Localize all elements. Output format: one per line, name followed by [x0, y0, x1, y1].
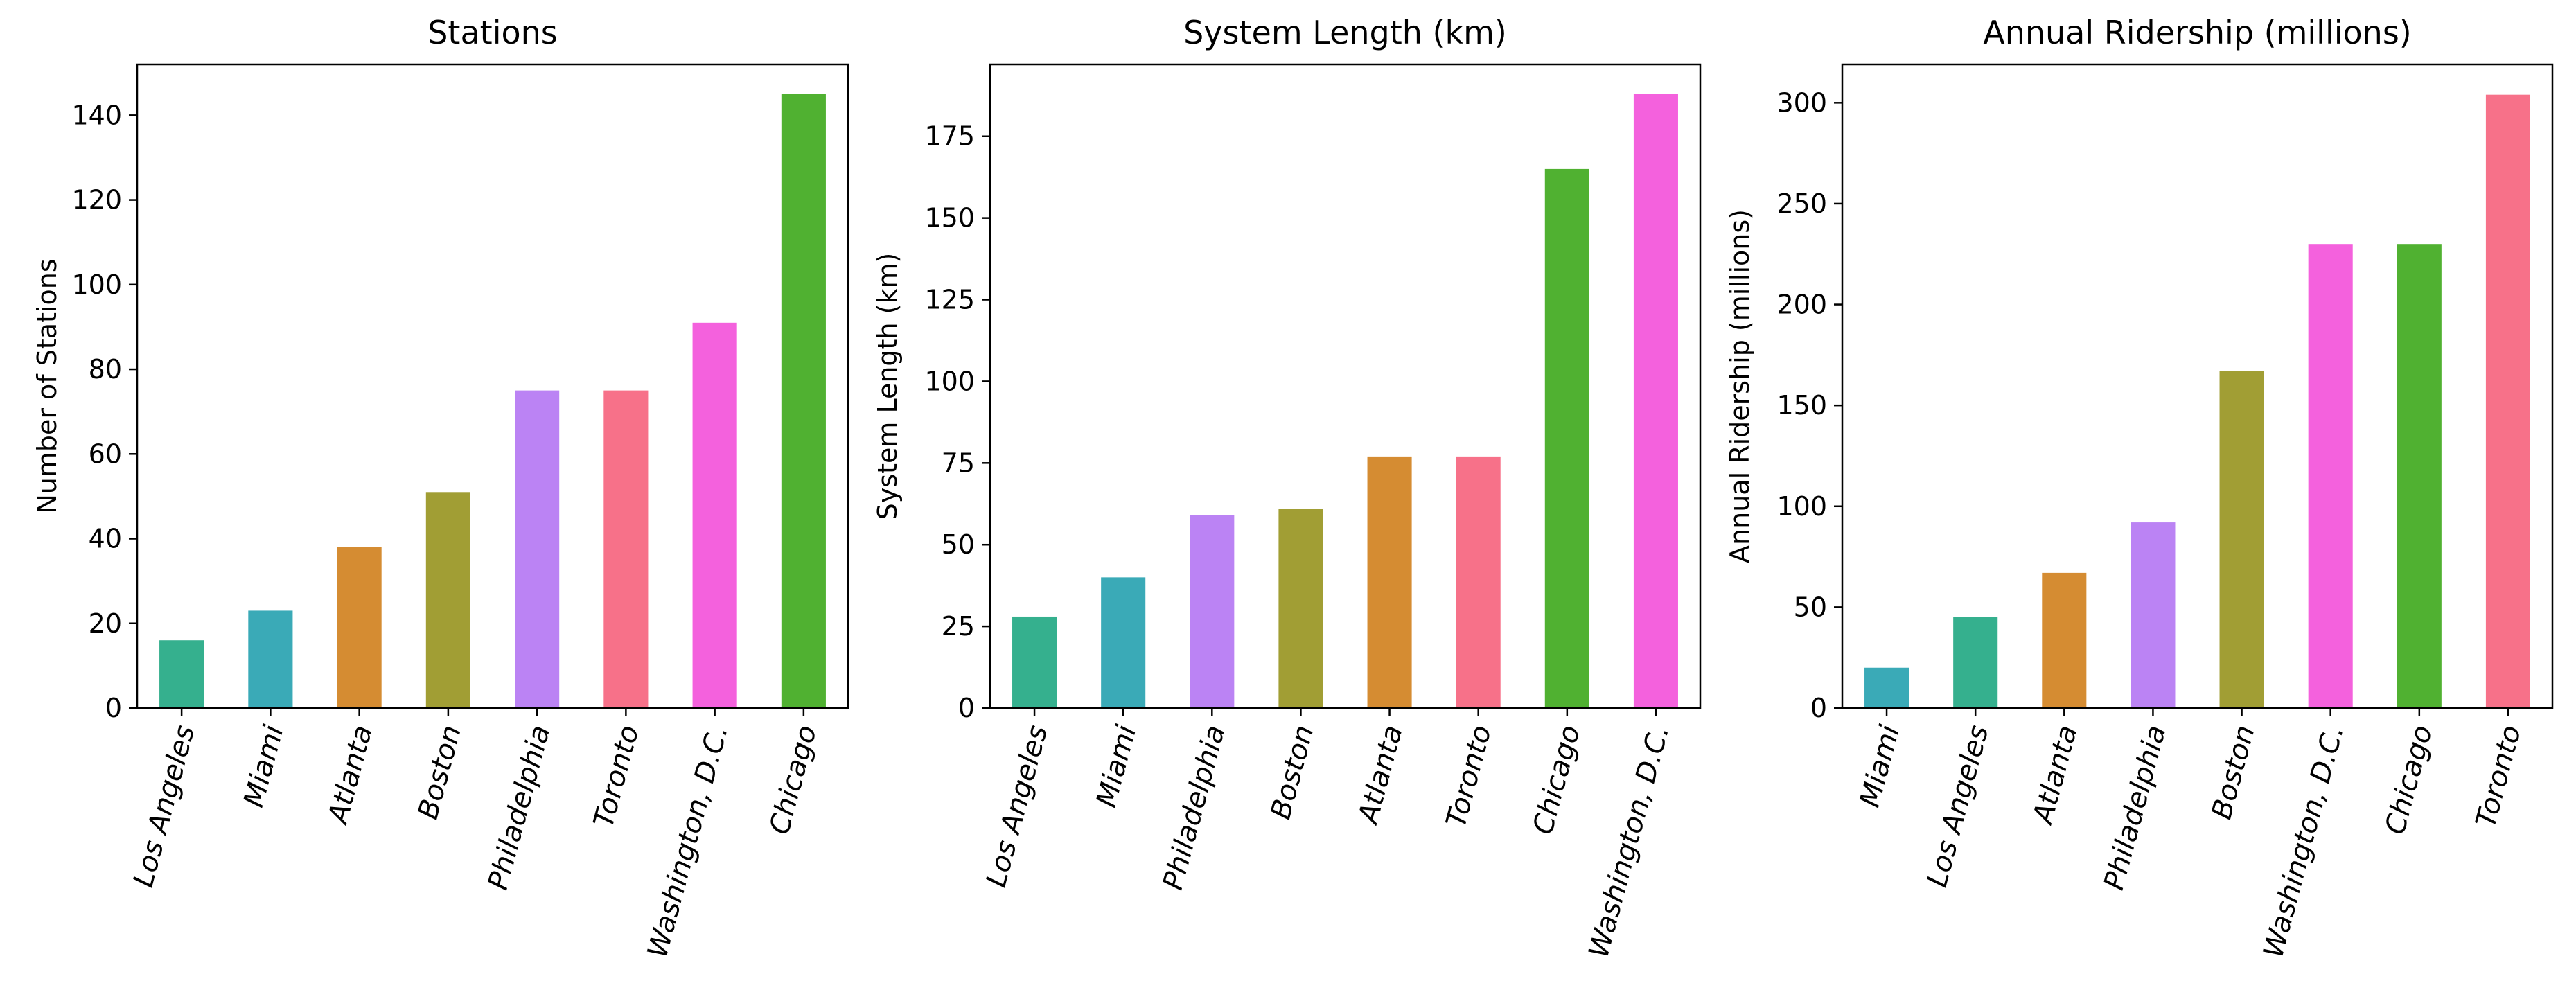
chart-panel-2: 0 25 50 75 100 125 150 175 Los Angeles Miami Phila…	[872, 14, 1702, 961]
chart-panel-1: 0 20 40 60 80 100 120 140 Los Angeles Miami Atlant…	[32, 14, 849, 961]
bar-2-2	[1101, 577, 1146, 708]
bar-2-3	[1190, 515, 1235, 708]
bar-1-7	[692, 322, 737, 708]
xtick-label-1-6: Toronto	[588, 722, 645, 831]
xtick-label-1-3: Atlanta	[321, 722, 379, 829]
xtick-label-1-1: Los Angeles	[127, 722, 201, 890]
bar-1-3	[337, 547, 382, 708]
xtick-label-3-5: Boston	[2206, 722, 2261, 822]
ytick-label-2-4: 75	[942, 448, 975, 478]
ytick-label-2-1: 0	[958, 693, 975, 723]
xtick-label-3-7: Chicago	[2379, 722, 2439, 838]
xtick-label-1-2: Miami	[238, 722, 290, 811]
chart-title-1: Stations	[427, 14, 558, 51]
ytick-label-1-1: 0	[105, 693, 122, 723]
bar-2-4	[1278, 509, 1323, 708]
xtick-label-2-6: Toronto	[1440, 722, 1498, 831]
ylabel-3: Annual Ridership (millions)	[1724, 209, 1755, 563]
ytick-label-3-1: 0	[1810, 693, 1827, 723]
plot-frame-3	[1841, 63, 2554, 709]
xtick-label-3-4: Philadelphia	[2098, 722, 2173, 893]
bar-2-5	[1367, 456, 1412, 708]
xtick-label-3-2: Los Angeles	[1921, 722, 1995, 890]
chart-title-2: System Length (km)	[1183, 14, 1507, 51]
xtick-label-3-8: Toronto	[2470, 722, 2528, 831]
bar-1-5	[515, 390, 560, 708]
ytick-label-3-7: 300	[1776, 87, 1827, 118]
ytick-label-2-8: 175	[924, 121, 975, 152]
bar-3-3	[2042, 572, 2087, 708]
xtick-label-2-5: Atlanta	[1352, 722, 1409, 829]
bar-3-4	[2131, 522, 2176, 708]
bar-2-8	[1633, 94, 1678, 708]
bar-3-6	[2308, 244, 2353, 708]
bar-2-7	[1544, 168, 1589, 708]
xtick-label-2-3: Philadelphia	[1157, 722, 1232, 893]
xtick-label-1-4: Boston	[412, 722, 468, 822]
bar-1-8	[781, 94, 826, 708]
ytick-label-3-6: 250	[1776, 188, 1827, 219]
ytick-label-2-3: 50	[942, 529, 975, 560]
bar-2-6	[1456, 456, 1501, 708]
ytick-label-1-8: 140	[71, 100, 122, 130]
bar-1-1	[159, 640, 204, 708]
bar-3-5	[2219, 371, 2264, 708]
xtick-label-2-4: Boston	[1264, 722, 1320, 822]
xtick-label-2-2: Miami	[1091, 722, 1143, 811]
xtick-label-1-8: Chicago	[764, 722, 823, 838]
bar-3-7	[2397, 244, 2442, 708]
xtick-label-2-1: Los Angeles	[980, 722, 1054, 890]
ytick-label-1-3: 40	[89, 524, 122, 554]
plot-frame-1	[136, 63, 849, 709]
ytick-label-1-4: 60	[89, 439, 122, 469]
bar-3-1	[1864, 667, 1909, 708]
bar-3-8	[2485, 94, 2530, 709]
bar-2-1	[1012, 616, 1057, 708]
ytick-label-1-5: 80	[89, 354, 122, 384]
xtick-label-3-6: Washington, D.C.	[2257, 722, 2350, 961]
ytick-label-3-2: 50	[1794, 592, 1827, 622]
bar-1-6	[603, 390, 649, 708]
ytick-label-3-5: 200	[1776, 290, 1827, 320]
xtick-label-3-1: Miami	[1854, 722, 1907, 811]
ytick-label-1-2: 20	[89, 608, 122, 639]
ytick-label-3-4: 150	[1776, 390, 1827, 421]
ytick-label-2-2: 25	[942, 611, 975, 642]
ytick-label-2-7: 150	[924, 203, 975, 233]
chart-panel-3: 0 50 100 150 200 250 300 Miami Los Angeles Atlant…	[1724, 14, 2554, 961]
xtick-label-1-7: Washington, D.C.	[642, 722, 734, 961]
chart-title-3: Annual Ridership (millions)	[1983, 14, 2411, 51]
ytick-label-2-5: 100	[924, 366, 975, 396]
xtick-label-3-3: Atlanta	[2027, 722, 2084, 829]
bar-3-2	[1953, 617, 1998, 708]
ytick-label-1-7: 120	[71, 185, 122, 215]
ytick-label-1-6: 100	[71, 269, 122, 300]
xtick-label-2-8: Washington, D.C.	[1582, 722, 1675, 961]
bar-1-2	[248, 610, 293, 708]
ytick-label-2-6: 125	[924, 285, 975, 315]
xtick-label-1-5: Philadelphia	[482, 722, 557, 893]
plot-frame-2	[989, 63, 1702, 709]
ylabel-1: Number of Stations	[32, 258, 62, 513]
ylabel-2: System Length (km)	[872, 253, 903, 520]
xtick-label-2-7: Chicago	[1527, 722, 1587, 838]
bar-1-4	[425, 492, 470, 708]
ytick-label-3-3: 100	[1776, 491, 1827, 522]
